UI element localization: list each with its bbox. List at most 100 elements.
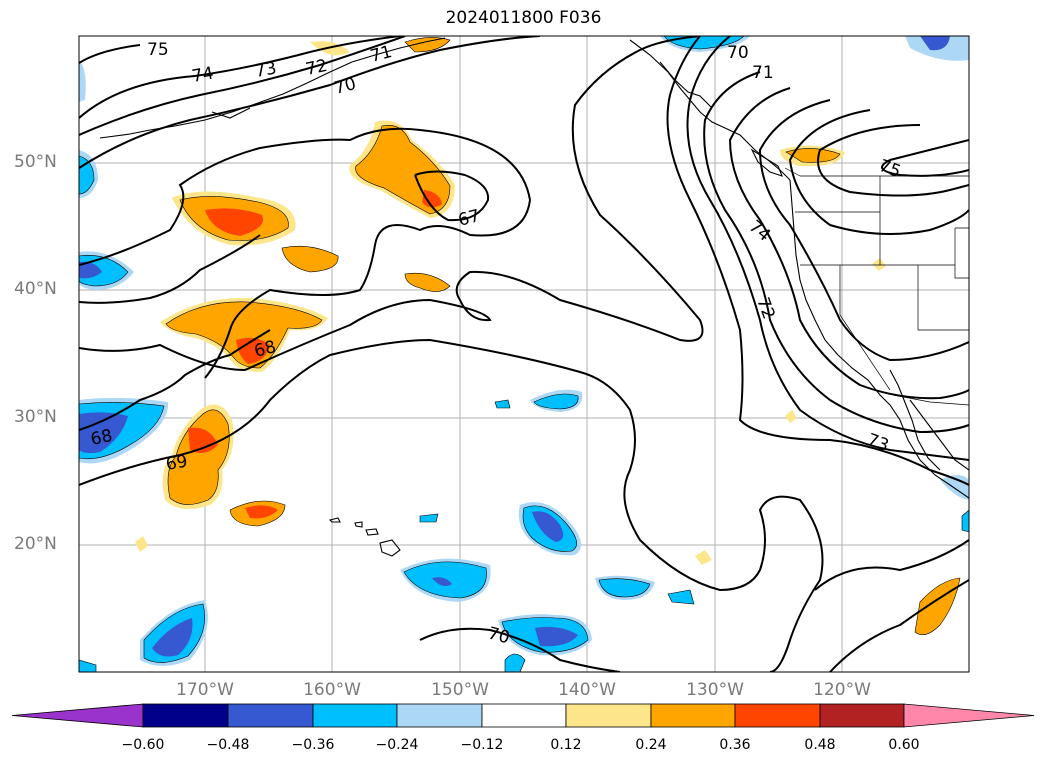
colorbar-tick-label: 0.48: [804, 737, 836, 753]
us-west-coast: [789, 179, 969, 499]
negative-anomaly-area: [79, 60, 86, 102]
positive-anomaly-area: [914, 577, 961, 636]
colorbar-tick-label: 0.36: [719, 737, 751, 753]
colorbar-segment: [565, 703, 652, 728]
positive-anomaly-area: [205, 208, 264, 236]
colorbar-tick-label: −0.24: [375, 737, 419, 753]
height-contours: [79, 36, 969, 672]
contour-label: 73: [253, 58, 278, 81]
contour-label: 72: [752, 295, 778, 322]
colorbar-tick-label: 0.24: [635, 737, 667, 753]
contour-label: 69: [164, 451, 189, 474]
political-borders: [784, 167, 969, 406]
contour-line: [79, 44, 141, 64]
colorbar-segment: [312, 703, 398, 728]
lat-label: 40°N: [14, 279, 57, 299]
contour-line: [79, 36, 541, 169]
contour-line: [817, 124, 969, 197]
hawaiian-islands: [328, 517, 341, 523]
contour-line: [79, 338, 824, 672]
lon-label: 130°W: [686, 680, 744, 700]
positive-anomaly-area: [695, 550, 712, 565]
contour-line: [881, 139, 969, 177]
contour-label: 74: [190, 63, 215, 86]
contour-line: [414, 170, 490, 222]
positive-anomaly-area: [165, 301, 323, 369]
colorbar-tick-label: −0.12: [460, 737, 504, 753]
lon-label: 140°W: [558, 680, 616, 700]
lon-label: 120°W: [813, 680, 871, 700]
positive-anomaly-area: [785, 410, 797, 423]
positive-anomaly-area: [785, 148, 841, 163]
contour-label: 70: [486, 624, 512, 649]
contour-label: 74: [745, 217, 774, 246]
colorbar-segment: [819, 703, 905, 728]
colorbar-segment: [650, 703, 736, 728]
negative-anomaly-area: [79, 412, 128, 454]
contour-line: [419, 627, 621, 672]
negative-anomaly-area: [667, 589, 695, 605]
colorbar-segment: [142, 703, 229, 728]
contour-label: 67: [456, 206, 482, 231]
negative-anomaly-area: [535, 626, 578, 647]
positive-anomaly-area: [872, 258, 886, 271]
lon-label: 170°W: [176, 680, 234, 700]
map-frame: [78, 35, 970, 673]
negative-anomaly-area: [961, 509, 969, 533]
negative-anomaly-area: [598, 578, 651, 598]
contour-line: [79, 36, 406, 136]
hawaiian-islands: [365, 528, 379, 536]
positive-anomaly-area: [188, 427, 218, 454]
colorbar-segment: [396, 703, 483, 728]
hawaiian-islands: [379, 539, 401, 557]
state-border: [917, 265, 969, 331]
negative-anomaly-area: [432, 577, 452, 586]
colorbar-segment: [734, 703, 821, 728]
colorbar-extend-high: [903, 703, 1035, 728]
contour-label: 72: [304, 56, 329, 80]
lat-label: 50°N: [14, 152, 57, 172]
negative-anomaly-area: [532, 511, 564, 542]
negative-anomaly-area: [663, 36, 745, 50]
negative-anomaly-area: [79, 261, 102, 279]
hawaiian-islands: [354, 521, 363, 528]
colorbar-tick-label: 0.60: [888, 737, 920, 753]
state-border: [954, 227, 969, 279]
contour-line: [703, 71, 969, 434]
contour-label: 75: [147, 40, 169, 60]
contour-line: [728, 87, 969, 400]
shading-negative: [79, 36, 969, 672]
map-title: 2024011800 F036: [445, 8, 602, 28]
mexico-coast: [909, 399, 969, 471]
lat-label: 20°N: [14, 534, 57, 554]
positive-anomaly-area: [135, 536, 148, 552]
positive-anomaly-area: [236, 337, 270, 364]
vancouver-island: [750, 148, 783, 177]
contour-label: 75: [876, 156, 903, 182]
contour-line: [829, 579, 969, 672]
contour-line: [666, 36, 969, 486]
shading-positive: [135, 37, 961, 636]
lon-label: 150°W: [431, 680, 489, 700]
colorbar-tick-label: −0.60: [121, 737, 165, 753]
state-border: [839, 265, 891, 391]
baja-coast: [889, 369, 941, 471]
contour-line: [79, 36, 401, 119]
lon-label: 160°W: [303, 680, 361, 700]
contour-line: [79, 234, 261, 304]
positive-anomaly-area: [245, 505, 278, 519]
colorbar: [11, 703, 1035, 728]
contour-label: 70: [332, 74, 358, 99]
negative-anomaly-area: [79, 659, 97, 672]
contour-label: 70: [727, 43, 749, 63]
negative-anomaly-area: [504, 653, 526, 672]
se-alaska-coast: [659, 61, 713, 109]
contour-line: [788, 109, 969, 235]
positive-anomaly-area: [422, 190, 442, 208]
negative-anomaly-area: [419, 513, 439, 523]
colorbar-tick-label: −0.36: [291, 737, 335, 753]
contour-line: [814, 539, 969, 591]
negative-anomaly-area: [533, 393, 579, 410]
positive-anomaly-area: [281, 245, 339, 273]
